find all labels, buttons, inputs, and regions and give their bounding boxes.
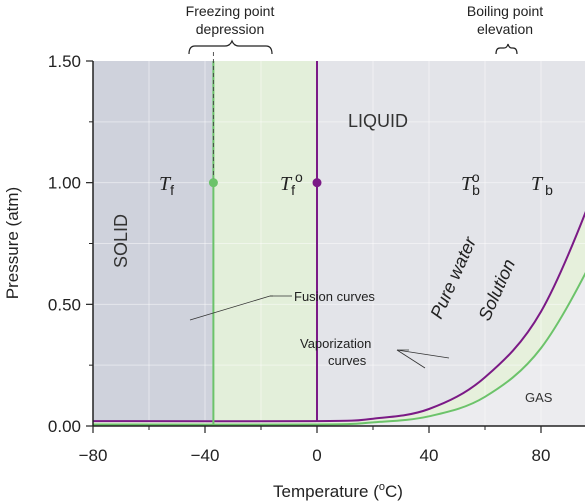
- freezing-point-depression-line2: depression: [196, 21, 265, 37]
- freezing-bracket: [188, 39, 273, 55]
- tf-label: Tf: [159, 173, 174, 198]
- tf-pure-label: Tfo: [280, 169, 303, 198]
- freezing-depression-band: [213, 61, 317, 422]
- x-tick-label: 80: [532, 446, 551, 465]
- x-tick-label: −40: [191, 446, 220, 465]
- gas-label: GAS: [525, 390, 553, 405]
- liquid-label: LIQUID: [348, 111, 408, 131]
- boiling-point-elevation-line1: Boiling point: [467, 3, 543, 19]
- x-axis-label: Temperature (oC): [273, 481, 403, 501]
- transition-point: [312, 178, 322, 188]
- y-tick-label: 1.00: [48, 174, 81, 193]
- x-tick-label: 0: [312, 446, 321, 465]
- vaporization-leader-b: [396, 349, 426, 369]
- solution-vaporization-curve: [93, 271, 585, 426]
- solid-label: SOLID: [111, 214, 131, 268]
- boiling-bracket: [495, 43, 518, 55]
- y-tick-label: 0.00: [48, 417, 81, 436]
- y-tick-label: 0.50: [48, 295, 81, 314]
- x-tick-label: 40: [420, 446, 439, 465]
- guide-lines: [212, 52, 214, 183]
- axis-ticks: −80−40040801200.000.501.001.50: [48, 52, 551, 465]
- x-tick-label: −80: [79, 446, 108, 465]
- y-axis-label: Pressure (atm): [3, 187, 22, 299]
- fusion-curves-label: Fusion curves: [294, 289, 375, 304]
- tb-pure-label: Tbo: [461, 169, 480, 198]
- freezing-point-depression-line1: Freezing point: [186, 3, 275, 19]
- boiling-point-elevation-line2: elevation: [477, 21, 533, 37]
- solid-region: [93, 61, 214, 425]
- transition-point: [208, 178, 218, 188]
- y-tick-label: 1.50: [48, 52, 81, 71]
- vaporization-label-line1: Vaporization: [300, 336, 371, 351]
- vaporization-label-line2: curves: [328, 353, 367, 368]
